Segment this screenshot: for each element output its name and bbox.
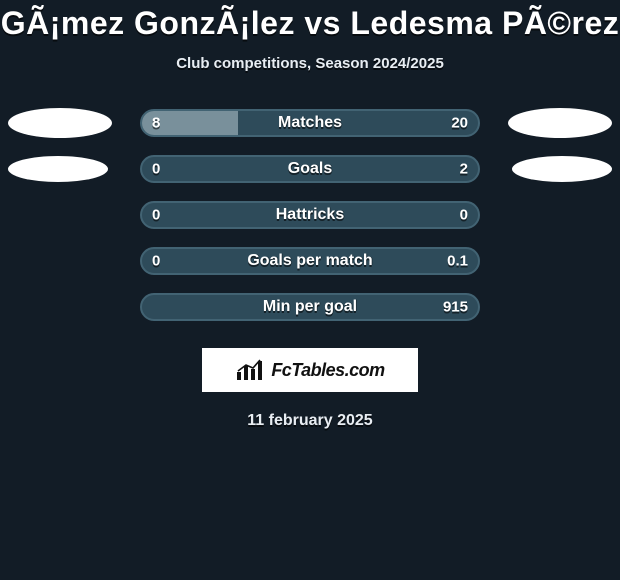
stat-label: Min per goal [142,298,478,316]
stat-right-value: 0.1 [447,253,468,270]
stat-row: Min per goal915 [0,284,620,330]
date-text: 11 february 2025 [0,412,620,430]
stat-row: Goals0 2 [0,146,620,192]
stat-bar: Goals0 2 [140,155,480,183]
page-subtitle: Club competitions, Season 2024/2025 [0,55,620,72]
stat-bar: Min per goal915 [140,293,480,321]
page-title: GÃ¡mez GonzÃ¡lez vs Ledesma PÃ©rez [0,0,620,41]
stat-bar: Goals per match0 0.1 [140,247,480,275]
stat-row: Matches820 [0,100,620,146]
stat-row: Goals per match0 0.1 [0,238,620,284]
stat-label: Hattricks [142,206,478,224]
logo-box: FcTables.com [202,348,418,392]
logo-text: FcTables.com [271,360,384,381]
bars-icon [235,358,265,382]
stat-left-value: 0 [152,253,160,270]
stat-label: Goals per match [142,252,478,270]
stat-right-value: 20 [451,115,468,132]
stat-left-value: 0 [152,161,160,178]
right-team-icon [512,156,612,182]
stat-rows: Matches820Goals02Hattricks00Goals per ma… [0,100,620,330]
stat-right-value: 915 [443,299,468,316]
stat-right-value: 0 [460,207,468,224]
left-team-icon [8,156,108,182]
left-team-icon [8,108,112,138]
stat-bar-left-fill [142,111,238,135]
stat-row: Hattricks0 0 [0,192,620,238]
stat-bar: Matches820 [140,109,480,137]
stat-left-value: 0 [152,207,160,224]
stat-right-value: 2 [460,161,468,178]
right-team-icon [508,108,612,138]
stat-bar: Hattricks0 0 [140,201,480,229]
comparison-infographic: GÃ¡mez GonzÃ¡lez vs Ledesma PÃ©rez Club … [0,0,620,580]
stat-label: Goals [142,160,478,178]
